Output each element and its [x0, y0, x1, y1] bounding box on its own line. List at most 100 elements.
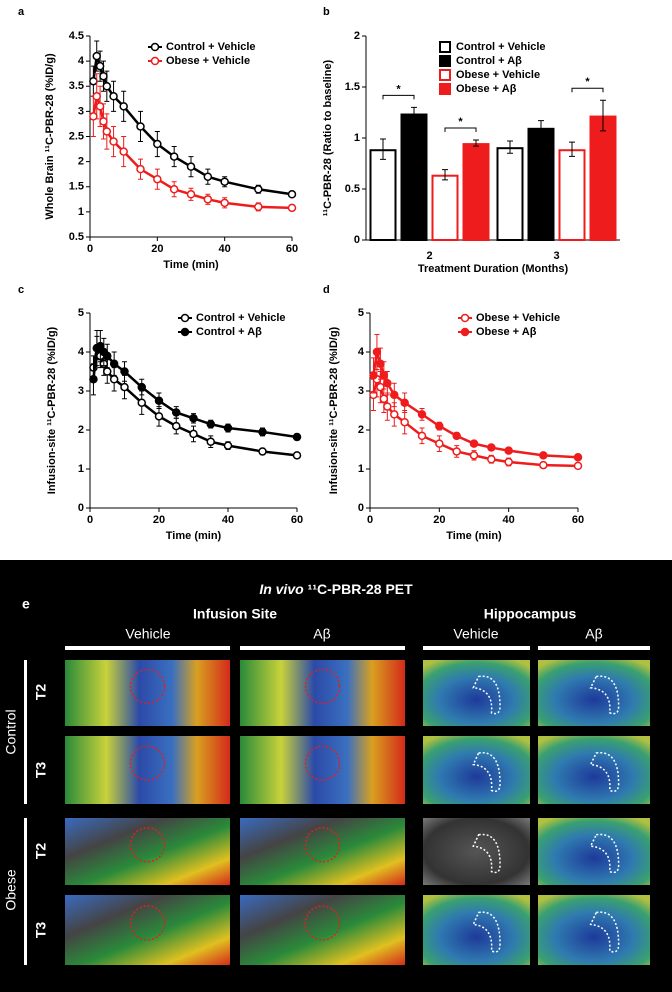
charts: a Whole Brain ¹¹C-PBR-28 (%ID/g) 0.5 1 1.5 2 2… — [18, 6, 620, 542]
infusion-circle — [129, 745, 166, 781]
x-tick-label: 60 — [572, 514, 584, 526]
pet-image — [538, 895, 650, 965]
legend-swatch — [439, 55, 451, 67]
error-bar — [507, 140, 513, 154]
marker — [92, 92, 101, 101]
error-bar — [411, 106, 417, 121]
column-label: Aβ — [313, 626, 330, 642]
marker — [383, 402, 392, 411]
legend-label: Control + Aβ — [456, 55, 522, 67]
marker — [99, 117, 108, 126]
y-tick-label: 1.5 — [345, 81, 360, 93]
row-label: T3 — [33, 922, 49, 939]
marker — [254, 202, 263, 212]
pet-image — [65, 660, 230, 726]
panel-label: d — [323, 284, 330, 296]
pet-image — [65, 736, 230, 804]
marker — [376, 359, 385, 368]
legend-marker — [150, 42, 160, 52]
marker — [206, 419, 215, 429]
marker — [504, 446, 513, 455]
row-label: T3 — [33, 762, 49, 779]
legend-swatch — [439, 83, 451, 95]
y-tick-label: 2.5 — [69, 130, 84, 142]
marker — [390, 410, 399, 419]
y-axis-label: Infusion-site ¹¹C-PBR-28 (%ID/g) — [46, 326, 58, 494]
y-tick-label: 3.5 — [69, 80, 84, 92]
marker — [154, 412, 164, 421]
marker — [369, 371, 378, 380]
infusion-circle — [129, 905, 166, 941]
x-tick-label: 0 — [367, 514, 373, 526]
legend-label: Control + Vehicle — [166, 41, 256, 53]
legend-marker — [460, 327, 470, 337]
column-underline — [423, 646, 530, 650]
section-label: Hippocampus — [484, 606, 577, 622]
y-tick-label: 0 — [78, 502, 84, 514]
marker — [573, 461, 583, 471]
marker — [169, 185, 179, 194]
infusion-circle — [129, 827, 166, 863]
legend-label: Obese + Vehicle — [476, 312, 560, 324]
infusion-circle — [304, 745, 341, 781]
hippocampus-outline — [472, 911, 501, 953]
marker — [206, 437, 215, 446]
marker — [102, 127, 112, 136]
panel-e: e In vivo ¹¹C-PBR-28 PET Infusion Site Hi… — [0, 560, 672, 992]
annotation: * — [458, 116, 463, 128]
legend-swatch — [439, 41, 451, 53]
marker — [136, 164, 145, 174]
group-label: Control — [3, 709, 19, 754]
marker — [452, 447, 461, 456]
marker — [539, 460, 548, 470]
x-axis-label: Time (min) — [446, 530, 502, 542]
significance-bracket — [444, 127, 477, 133]
legend-marker — [180, 313, 190, 323]
significance-bracket — [571, 87, 604, 93]
x-tick-label: 20 — [151, 243, 163, 255]
marker — [119, 147, 128, 156]
marker — [120, 382, 129, 392]
marker — [92, 51, 101, 61]
legend-label: Control + Vehicle — [196, 312, 286, 324]
legend-label: Obese + Vehicle — [166, 55, 250, 67]
marker — [103, 367, 112, 376]
x-tick-label: 40 — [219, 243, 231, 255]
title: ¹¹C-PBR-28 PET — [308, 581, 413, 597]
pet-image — [65, 895, 230, 965]
marker — [292, 432, 302, 442]
panel-title: In vivo ¹¹C-PBR-28 PET — [259, 581, 413, 597]
series-line — [92, 343, 298, 457]
marker — [573, 453, 583, 462]
marker — [223, 423, 233, 433]
y-tick-label: 1 — [354, 132, 360, 144]
y-tick-label: 2 — [354, 30, 360, 42]
error-bar — [442, 169, 448, 181]
pet-image — [240, 660, 405, 726]
x-tick-label: 3 — [553, 250, 559, 262]
x-tick-label: 20 — [433, 514, 445, 526]
image-grid — [24, 646, 650, 965]
title-italic: In vivo — [259, 581, 304, 597]
y-tick-label: 1.5 — [69, 181, 84, 193]
pet-image — [423, 818, 530, 885]
infusion-circle — [129, 668, 166, 705]
error-bar — [473, 139, 479, 147]
y-axis-label: ¹¹C-PBR-28 (Ratio to baseline) — [322, 59, 334, 216]
marker — [469, 451, 479, 460]
y-tick-label: 0 — [358, 502, 364, 514]
pet-image — [65, 818, 230, 885]
marker — [287, 190, 297, 199]
panel-label: a — [18, 6, 25, 18]
legend-marker — [460, 313, 470, 323]
marker — [487, 455, 496, 464]
bar — [496, 147, 524, 241]
error-bar — [538, 120, 544, 136]
marker — [258, 427, 267, 437]
marker — [137, 398, 146, 407]
x-tick-label: 2 — [426, 250, 432, 262]
marker — [103, 351, 112, 361]
legend-marker — [180, 327, 190, 337]
x-tick-label: 40 — [503, 514, 515, 526]
